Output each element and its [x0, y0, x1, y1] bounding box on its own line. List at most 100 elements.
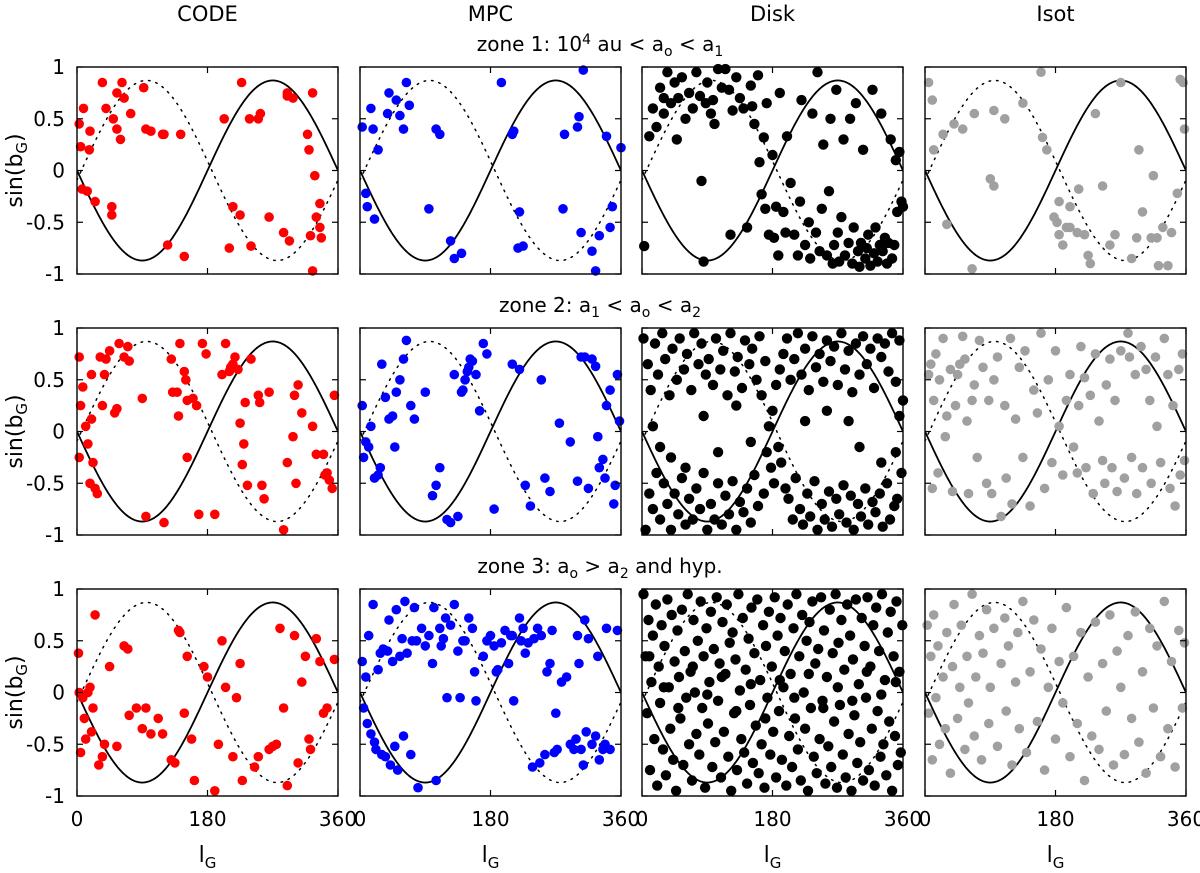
data-point	[97, 77, 108, 88]
data-point	[967, 395, 977, 406]
data-point	[101, 103, 111, 114]
data-point	[1177, 349, 1188, 359]
data-point	[875, 751, 886, 762]
data-point	[125, 108, 136, 119]
data-point	[424, 630, 434, 641]
data-point	[1058, 470, 1068, 480]
data-point	[1126, 713, 1137, 724]
data-point	[153, 713, 163, 724]
data-point	[894, 146, 905, 158]
data-point	[316, 233, 327, 243]
data-point	[304, 734, 314, 744]
data-point	[678, 759, 689, 771]
data-point	[885, 606, 896, 617]
data-point	[172, 387, 182, 398]
data-point	[788, 623, 799, 634]
data-point	[882, 627, 893, 638]
data-point	[112, 88, 122, 98]
data-point	[1025, 501, 1035, 511]
data-point	[797, 519, 809, 530]
data-point	[876, 589, 888, 600]
data-point	[856, 612, 867, 624]
data-point	[969, 380, 980, 390]
data-point	[1001, 706, 1011, 716]
data-point	[834, 509, 845, 520]
data-point	[357, 400, 368, 411]
x-tick-label: 180	[753, 807, 791, 831]
data-point	[738, 103, 749, 114]
data-point	[872, 333, 883, 344]
data-point	[736, 382, 748, 394]
data-point	[715, 364, 726, 375]
data-point	[380, 392, 391, 403]
data-point	[933, 641, 943, 651]
data-point	[1123, 630, 1133, 641]
data-point	[1158, 222, 1168, 233]
data-point	[772, 630, 783, 641]
data-point	[131, 703, 142, 713]
data-point	[792, 250, 804, 261]
data-point	[507, 359, 518, 370]
data-point	[876, 457, 887, 468]
data-point	[358, 703, 369, 713]
data-point	[257, 480, 267, 491]
data-point	[874, 488, 885, 499]
data-point	[949, 599, 959, 610]
data-point	[926, 359, 936, 370]
data-point	[1107, 462, 1117, 473]
data-point	[259, 494, 269, 504]
data-point	[658, 108, 669, 119]
data-point	[720, 490, 731, 501]
data-point	[852, 246, 864, 257]
data-point	[857, 775, 869, 786]
data-point	[762, 692, 773, 703]
data-point	[709, 118, 720, 130]
data-point	[1090, 617, 1101, 627]
points-zone1-mpc	[357, 65, 626, 276]
data-point	[972, 452, 982, 463]
data-point	[1005, 333, 1016, 344]
data-point	[1054, 421, 1064, 432]
data-point	[361, 188, 371, 199]
data-point	[870, 222, 881, 233]
data-point	[960, 354, 970, 364]
data-point	[373, 470, 383, 480]
data-point	[235, 210, 245, 220]
data-point	[931, 692, 941, 703]
y-tick-label: -0.5	[26, 471, 65, 495]
data-point	[669, 488, 680, 499]
data-point	[1010, 677, 1021, 687]
data-point	[242, 480, 253, 491]
data-point	[1152, 641, 1162, 651]
data-point	[927, 95, 938, 105]
data-point	[725, 328, 736, 339]
data-point	[811, 768, 822, 779]
data-point	[390, 442, 400, 452]
data-point	[449, 253, 460, 264]
data-point	[840, 772, 851, 783]
data-point	[542, 667, 552, 677]
data-point	[703, 353, 714, 365]
points-zone3-isot	[922, 589, 1190, 786]
data-point	[894, 666, 905, 677]
data-point	[670, 785, 682, 796]
data-point	[942, 219, 952, 230]
ecliptic-curve	[77, 340, 338, 523]
data-point	[202, 672, 213, 682]
data-point	[890, 447, 901, 458]
data-point	[1131, 488, 1142, 499]
data-point	[866, 723, 877, 734]
data-point	[716, 519, 727, 530]
data-point	[449, 369, 460, 380]
data-point	[590, 361, 601, 372]
data-point	[804, 616, 815, 628]
data-point	[744, 699, 756, 711]
data-point	[1013, 627, 1023, 638]
data-point	[179, 251, 190, 262]
data-point	[714, 658, 725, 669]
data-point	[673, 509, 684, 520]
data-point	[86, 727, 97, 737]
data-point	[756, 189, 767, 200]
ecliptic-curve	[360, 601, 621, 784]
data-point	[877, 246, 888, 257]
